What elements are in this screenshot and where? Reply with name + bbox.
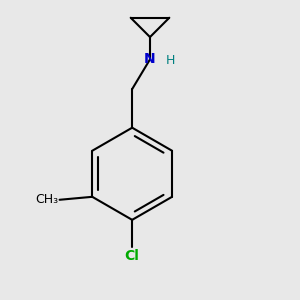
Text: CH₃: CH₃ [35,193,58,206]
Text: H: H [166,54,176,67]
Text: Cl: Cl [125,249,140,263]
Text: N: N [144,52,156,66]
